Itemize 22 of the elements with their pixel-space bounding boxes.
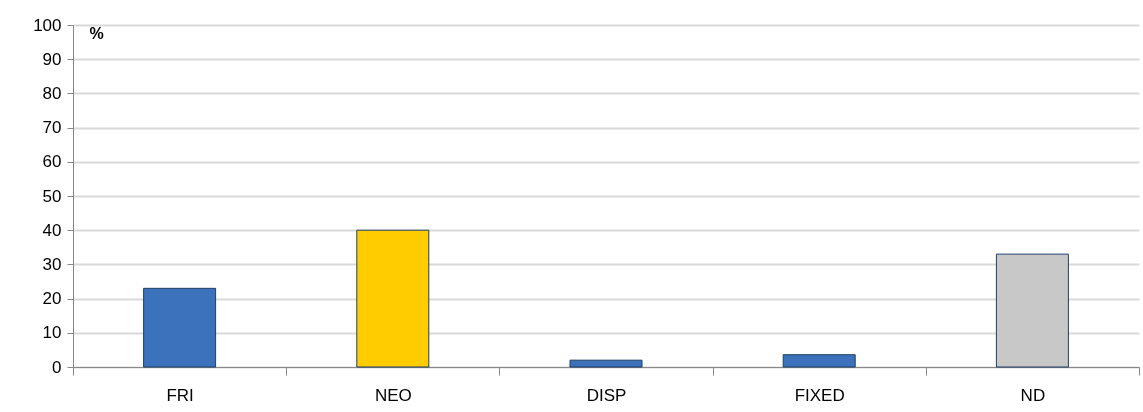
x-tick-label: DISP [586, 385, 627, 405]
y-tick-label: 80 [42, 83, 62, 103]
y-tick-label: 60 [42, 152, 62, 172]
bar [569, 359, 643, 368]
y-axis-title: % [89, 24, 104, 42]
y-tick-label: 20 [42, 289, 62, 309]
x-tick-label: FRI [166, 385, 194, 405]
bar [782, 354, 856, 368]
x-tick-label: ND [1020, 385, 1046, 405]
y-tick-label: 100 [33, 15, 62, 35]
bar [143, 287, 217, 368]
y-tick-label: 0 [52, 357, 62, 377]
x-tick-label: FIXED [794, 385, 845, 405]
y-tick-label: 90 [42, 49, 62, 69]
x-tick-label: NEO [374, 385, 412, 405]
y-tick-label: 70 [42, 118, 62, 138]
y-tick-label: 30 [42, 254, 62, 274]
bar [995, 253, 1069, 368]
y-tick-label: 10 [42, 323, 62, 343]
y-tick-label: 40 [42, 220, 62, 240]
y-tick-label: 50 [42, 186, 62, 206]
bar [356, 229, 430, 368]
